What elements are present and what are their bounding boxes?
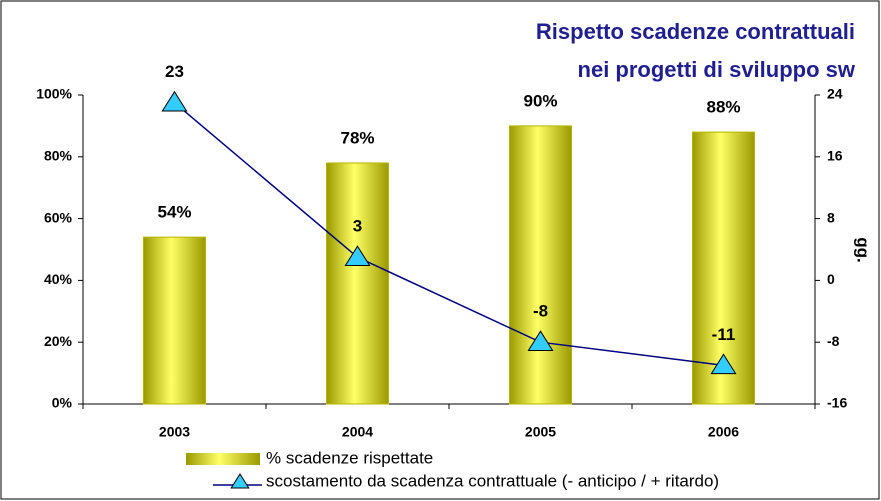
bar — [143, 236, 206, 405]
line-value-label: -8 — [533, 302, 548, 321]
y-tick-label: 100% — [36, 86, 72, 102]
y2-tick-label: 8 — [827, 209, 835, 225]
marker — [344, 245, 371, 266]
chart-title: nei progetti di sviluppo sw — [578, 57, 856, 82]
line-value-label: 3 — [353, 217, 362, 236]
x-tick-label: 2003 — [159, 424, 190, 440]
y2-tick-label: 16 — [827, 148, 843, 164]
bar — [326, 162, 389, 405]
y2-tick-label: -16 — [827, 395, 847, 411]
chart-title: Rispetto scadenze contrattuali — [536, 19, 855, 44]
line-value-label: 23 — [165, 62, 184, 81]
y-tick-label: 60% — [44, 209, 73, 225]
marker — [710, 353, 737, 375]
x-tick-label: 2006 — [708, 424, 739, 440]
y2-tick-label: 0 — [827, 271, 835, 287]
y2-axis-label: gg. — [854, 237, 873, 263]
y-tick-label: 0% — [52, 395, 73, 411]
legend-marker — [230, 473, 250, 489]
bar-value-label: 88% — [706, 98, 740, 117]
legend-swatch — [186, 453, 260, 465]
line-value-label: -11 — [712, 325, 736, 344]
bar — [509, 125, 572, 405]
y-tick-label: 20% — [44, 333, 73, 349]
x-tick-label: 2005 — [525, 424, 556, 440]
legend-label: scostamento da scadenza contrattuale (- … — [266, 471, 719, 490]
marker — [527, 330, 554, 351]
y2-tick-label: -8 — [827, 333, 840, 349]
x-tick-label: 2004 — [342, 424, 373, 440]
bar-value-label: 90% — [523, 91, 557, 110]
y-tick-label: 40% — [44, 271, 73, 287]
y-tick-label: 80% — [44, 148, 73, 164]
line — [174, 102, 724, 367]
y2-tick-label: 24 — [827, 86, 843, 102]
bar-value-label: 78% — [340, 128, 374, 147]
legend-label: % scadenze rispettate — [266, 448, 433, 467]
bar-value-label: 54% — [157, 203, 191, 222]
marker — [161, 90, 188, 112]
